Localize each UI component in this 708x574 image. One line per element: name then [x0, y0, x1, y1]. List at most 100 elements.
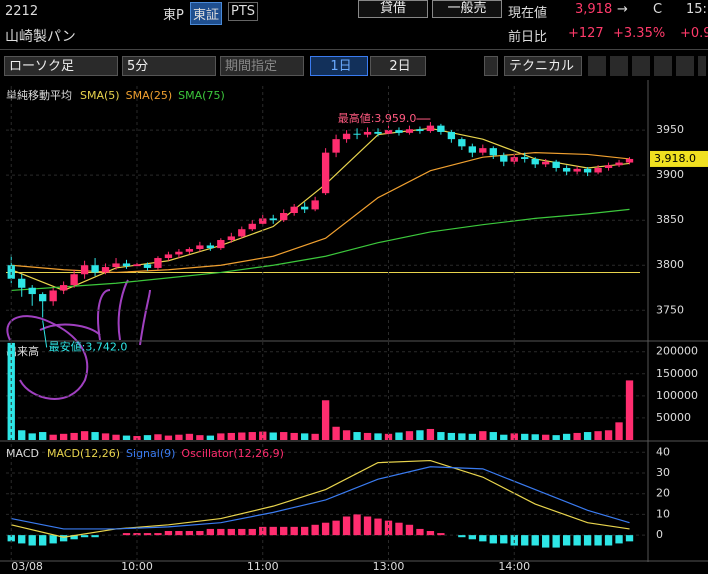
candle-body [206, 245, 215, 249]
oscillator-bar [374, 518, 382, 536]
legend-entry: Signal(9) [126, 447, 175, 460]
x-tick-label: 10:00 [121, 560, 153, 573]
oscillator-bar [196, 531, 204, 536]
volume-bar [59, 433, 68, 440]
price: 3,918 [575, 2, 613, 17]
price-label: 現在値 [508, 6, 548, 21]
oscillator-bar [395, 522, 403, 536]
volume-bar [416, 430, 424, 440]
oscillator-bar [479, 535, 487, 542]
volume-bar [280, 432, 288, 440]
y-tick-label: 20 [656, 487, 670, 500]
oscillator-bar [625, 535, 634, 542]
oscillator-bar [615, 535, 623, 544]
volume-bar [175, 434, 183, 440]
candle-body [28, 287, 36, 295]
oscillator-bar [531, 535, 539, 546]
day1-tab[interactable]: 1日 [310, 56, 368, 76]
volume-bar [164, 435, 173, 440]
panel-title: 単純移動平均 [6, 88, 72, 102]
last-price-label: 3,918.0 [654, 152, 696, 165]
candle-body [583, 168, 592, 173]
tool-icons[interactable] [588, 56, 706, 76]
oscillator-bar [426, 531, 435, 536]
candle-body [70, 274, 78, 286]
line-series [11, 208, 630, 292]
interval-select[interactable]: 5分 [122, 56, 216, 76]
divider [0, 49, 708, 50]
oscillator-bar [80, 535, 89, 538]
legend-entry: SMA(75) [178, 89, 225, 102]
volume-bar [458, 433, 466, 440]
oscillator-bar [143, 533, 152, 536]
pts-tab[interactable]: PTS [228, 2, 259, 21]
candle-body [311, 200, 319, 210]
candle-body [91, 265, 99, 273]
volume-bar [217, 433, 225, 440]
oscillator-bar [604, 535, 613, 546]
exchange-tab[interactable]: 東証 [190, 2, 223, 25]
period-select[interactable]: 期間指定 [220, 56, 304, 76]
change: +127 [568, 26, 604, 41]
legend-entry: MACD(12,26) [47, 447, 120, 460]
candle-body [426, 125, 435, 132]
volume-bar [290, 432, 298, 440]
y-tick-label: 30 [656, 466, 670, 479]
y-tick-label: 40 [656, 445, 670, 458]
general-button[interactable]: 一般売 [432, 0, 502, 18]
candle-body [542, 161, 550, 165]
oscillator-bar [248, 528, 256, 536]
y-tick-label: 50000 [656, 411, 691, 424]
dropdown[interactable] [484, 56, 498, 76]
candle-body [321, 152, 330, 194]
volume-bar [552, 435, 560, 440]
candle-body [133, 264, 141, 267]
candle-body [332, 139, 340, 153]
candle-body [290, 206, 298, 213]
x-tick-label: 03/08 [11, 560, 43, 573]
y-tick-label: 100000 [656, 389, 698, 402]
volume-bar [154, 434, 162, 440]
oscillator-bar [342, 516, 351, 536]
volume-bar [91, 432, 99, 440]
candle-body [573, 168, 581, 172]
volume-bar [531, 434, 539, 440]
candle-body [280, 213, 288, 221]
x-tick-label: 11:00 [247, 560, 279, 573]
day2-tab[interactable]: 2日 [370, 56, 426, 76]
code: 2212 [5, 4, 39, 19]
candle-body [374, 131, 382, 134]
oscillator-bar [18, 535, 26, 544]
candle-body [625, 158, 634, 163]
chart: 3750 3800 3850 3900 3950 単純移動平均 SMA(5) SMA(25) S… [0, 80, 708, 573]
candle-body [59, 285, 68, 291]
chart-kind-select[interactable]: ローソク足 [4, 56, 118, 76]
candle-body [154, 258, 162, 268]
volume-bar [18, 430, 26, 440]
oscillator-bar [521, 535, 529, 546]
lend-button[interactable]: 貸借 [358, 0, 428, 18]
stock-name: 山崎製パン [5, 29, 76, 45]
candle-body [604, 165, 613, 168]
volume-bar [363, 432, 372, 440]
oscillator-bar [321, 522, 330, 536]
oscillator-bar [59, 535, 68, 542]
candle-body [49, 290, 57, 302]
volume-bar [395, 432, 403, 440]
oscillator-bar [311, 524, 319, 536]
candle-body [384, 130, 393, 134]
oscillator-bar [238, 528, 246, 536]
candle-body [101, 267, 110, 273]
legend-entry: SMA(5) [80, 89, 120, 102]
technical-button[interactable]: テクニカル [504, 56, 582, 76]
oscillator-bar [363, 516, 372, 536]
candle-body [7, 265, 15, 279]
volume-bar [521, 433, 529, 440]
volume-bar [562, 433, 571, 440]
candle-body [248, 223, 256, 230]
volume-bar [583, 432, 592, 440]
volume-bar [227, 432, 235, 440]
oscillator-bar [154, 533, 162, 536]
line-series [11, 152, 630, 274]
change-label: 前日比 [508, 30, 548, 45]
